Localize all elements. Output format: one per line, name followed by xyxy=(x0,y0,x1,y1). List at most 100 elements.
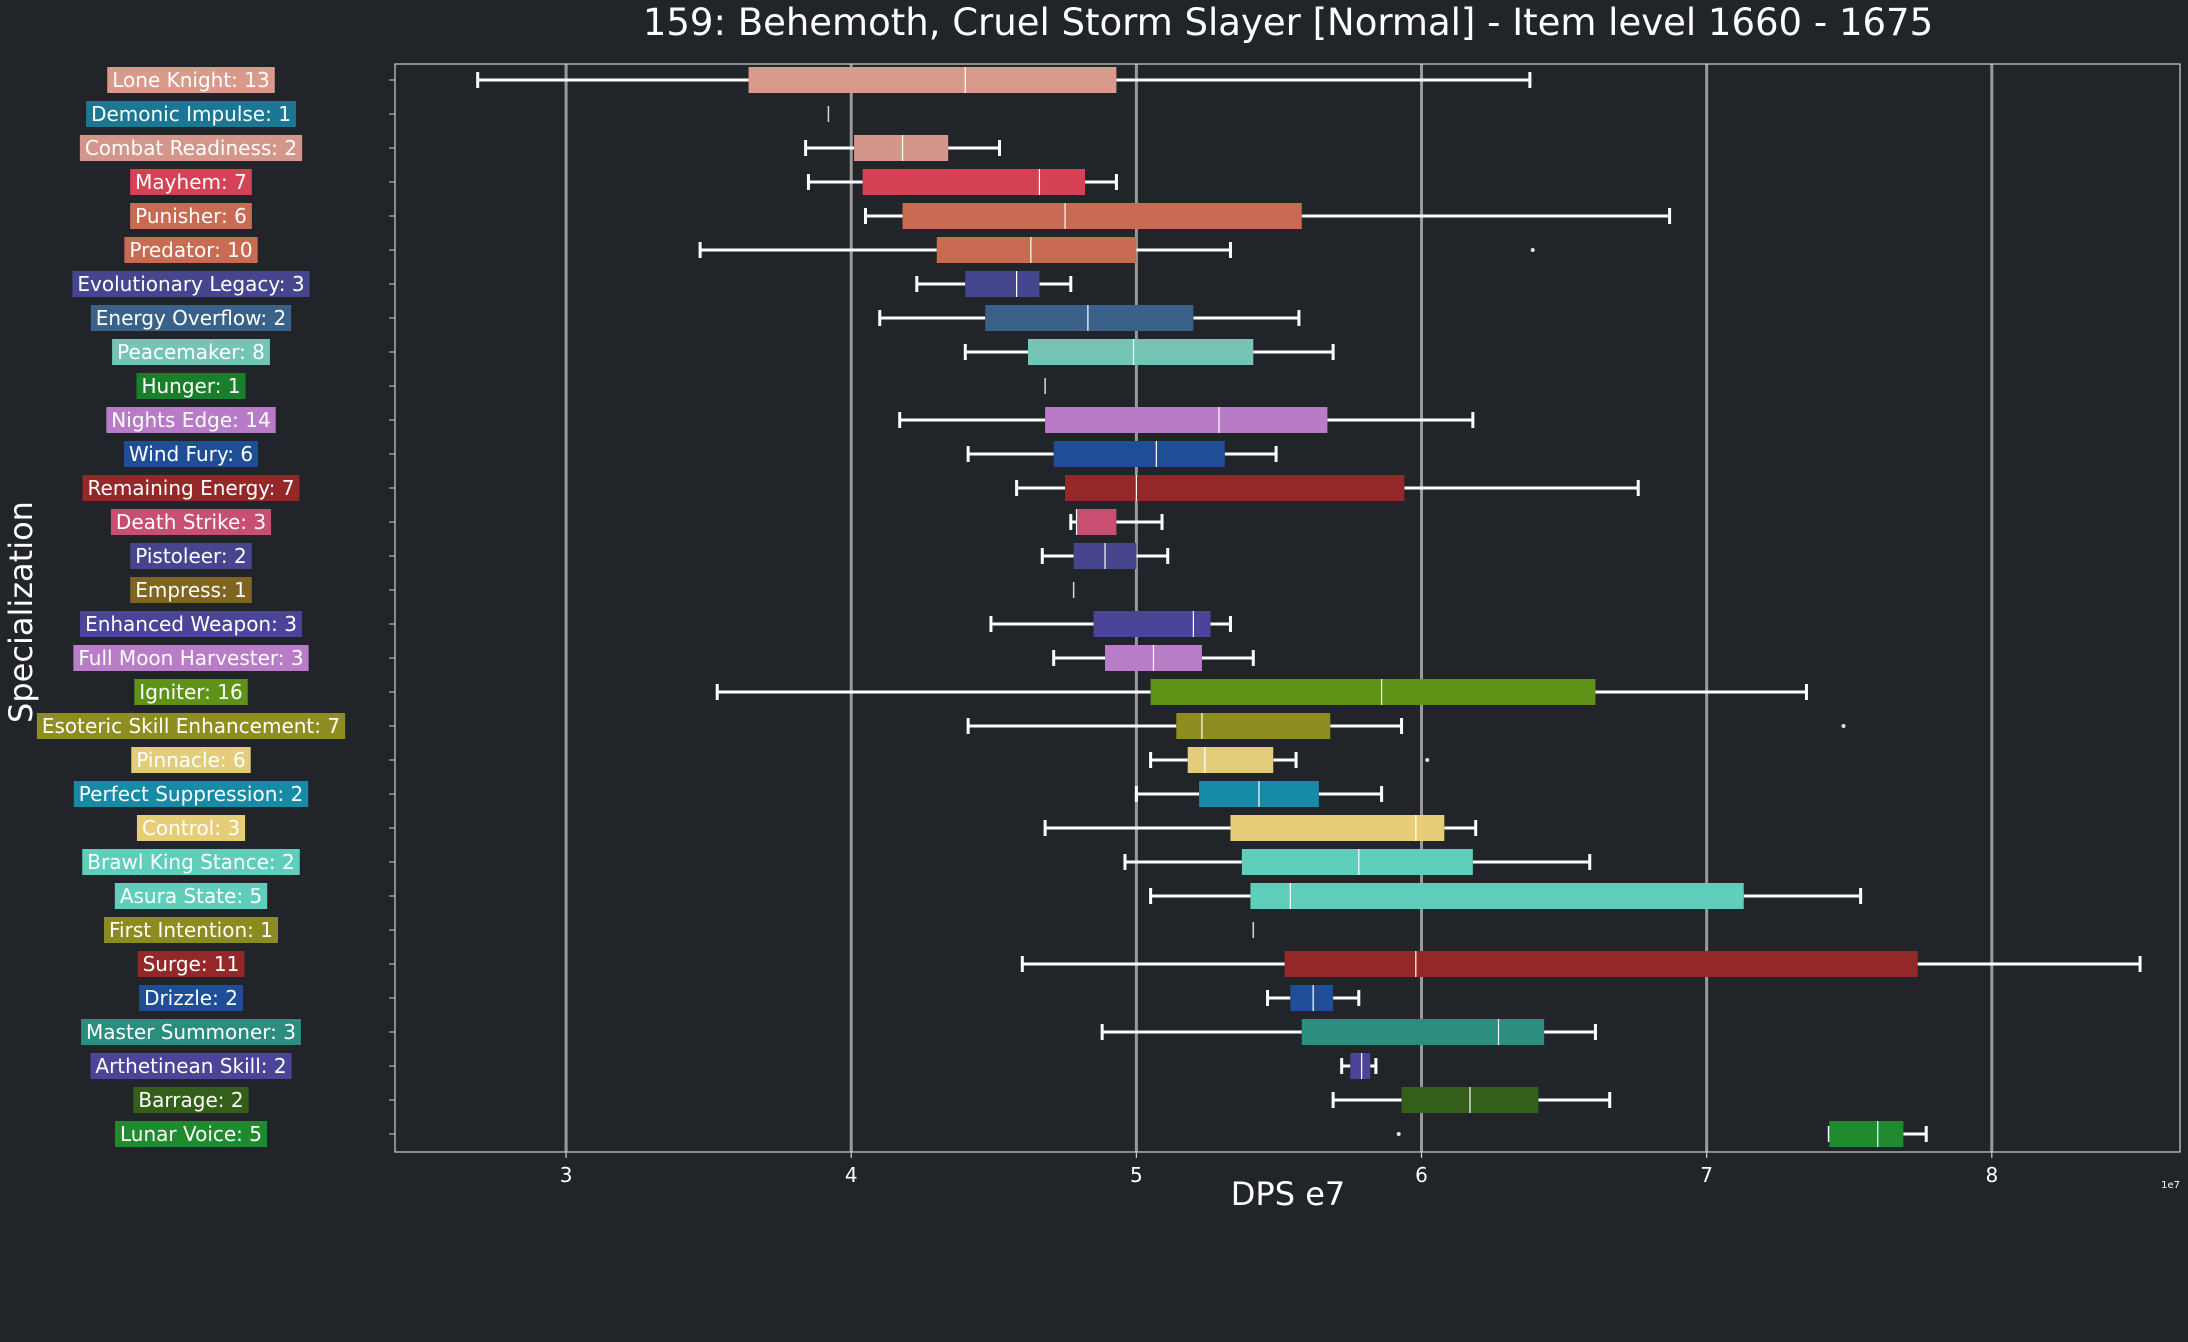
category-label-text: Full Moon Harvester: 3 xyxy=(78,646,303,670)
category-label-bg xyxy=(106,407,276,433)
x-tick-label-7: 7 xyxy=(1700,1163,1713,1187)
category-label-text: Wind Fury: 6 xyxy=(129,442,253,466)
category-label-31: Barrage: 2 xyxy=(133,1087,249,1113)
category-label-bg xyxy=(73,781,309,807)
iqr-box xyxy=(1829,1121,1904,1147)
y-axis-label: Specialization xyxy=(2,501,40,723)
outlier-point xyxy=(1841,724,1846,728)
category-label-text: Igniter: 16 xyxy=(139,680,242,704)
box-9 xyxy=(389,339,1335,365)
category-label-bg xyxy=(133,1087,249,1113)
category-label-text: First Intention: 1 xyxy=(109,918,273,942)
box-23 xyxy=(389,815,1478,841)
category-label-bg xyxy=(134,679,248,705)
category-label-10: Hunger: 1 xyxy=(136,373,246,399)
box-29 xyxy=(389,1019,1597,1045)
category-label-bg xyxy=(136,815,246,841)
x-tick-label-5: 5 xyxy=(1130,1163,1143,1187)
category-label-text: Control: 3 xyxy=(142,816,240,840)
category-label-bg xyxy=(130,543,252,569)
chart-title: 159: Behemoth, Cruel Storm Slayer [Norma… xyxy=(643,1,1933,44)
iqr-box xyxy=(1230,815,1445,841)
x-tick-label-4: 4 xyxy=(845,1163,858,1187)
category-label-bg xyxy=(136,373,246,399)
box-2 xyxy=(389,106,830,122)
iqr-box xyxy=(1241,849,1473,875)
iqr-box xyxy=(1301,1019,1545,1045)
x-axis-label: DPS e7 xyxy=(1231,1175,1345,1213)
category-label-21: Pinnacle: 6 xyxy=(131,747,251,773)
box-series xyxy=(389,67,2142,1147)
box-12 xyxy=(389,441,1278,467)
category-label-28: Drizzle: 2 xyxy=(139,985,243,1011)
category-label-text: Drizzle: 2 xyxy=(144,986,238,1010)
category-label-text: Lunar Voice: 5 xyxy=(120,1122,262,1146)
category-label-15: Pistoleer: 2 xyxy=(130,543,252,569)
category-label-1: Lone Knight: 13 xyxy=(107,67,275,93)
box-26 xyxy=(389,922,1255,938)
category-label-7: Evolutionary Legacy: 3 xyxy=(72,271,310,297)
category-label-bg xyxy=(131,747,251,773)
category-label-bg xyxy=(81,1019,301,1045)
iqr-box xyxy=(1284,951,1918,977)
category-label-text: Pistoleer: 2 xyxy=(135,544,247,568)
category-label-bg xyxy=(124,237,258,263)
category-label-25: Asura State: 5 xyxy=(114,883,268,909)
category-label-26: First Intention: 1 xyxy=(104,917,278,943)
category-label-16: Empress: 1 xyxy=(130,577,252,603)
category-label-17: Enhanced Weapon: 3 xyxy=(80,611,302,637)
box-18 xyxy=(389,645,1255,671)
category-label-text: Asura State: 5 xyxy=(120,884,262,908)
category-label-bg xyxy=(82,849,300,875)
box-16 xyxy=(389,582,1075,598)
category-label-bg xyxy=(123,441,259,467)
iqr-box xyxy=(854,135,949,161)
box-19 xyxy=(389,679,1808,705)
category-label-11: Nights Edge: 14 xyxy=(106,407,276,433)
category-label-text: Predator: 10 xyxy=(129,238,252,262)
category-label-text: Combat Readiness: 2 xyxy=(85,136,297,160)
category-label-bg xyxy=(36,713,346,739)
box-4 xyxy=(389,169,1118,195)
outlier-point xyxy=(1396,1132,1401,1136)
iqr-box xyxy=(1076,509,1117,535)
box-15 xyxy=(389,543,1170,569)
category-label-bg xyxy=(86,101,296,127)
outlier-point xyxy=(1530,248,1535,252)
iqr-box xyxy=(1045,407,1328,433)
iqr-box xyxy=(902,203,1302,229)
box-14 xyxy=(389,509,1164,535)
box-20 xyxy=(389,713,1846,739)
category-label-20: Esoteric Skill Enhancement: 7 xyxy=(36,713,346,739)
category-label-text: Lone Knight: 13 xyxy=(112,68,269,92)
iqr-box xyxy=(1176,713,1331,739)
category-label-2: Demonic Impulse: 1 xyxy=(86,101,296,127)
category-label-27: Surge: 11 xyxy=(137,951,245,977)
category-label-bg xyxy=(90,305,292,331)
category-label-bg xyxy=(110,509,272,535)
category-label-30: Arthetinean Skill: 2 xyxy=(90,1053,292,1079)
category-label-text: Remaining Energy: 7 xyxy=(88,476,295,500)
iqr-box xyxy=(985,305,1194,331)
category-label-bg xyxy=(130,169,252,195)
box-22 xyxy=(389,781,1384,807)
category-label-text: Death Strike: 3 xyxy=(116,510,266,534)
category-label-text: Barrage: 2 xyxy=(138,1088,243,1112)
iqr-box xyxy=(1290,985,1334,1011)
iqr-box xyxy=(1028,339,1254,365)
category-label-text: Punisher: 6 xyxy=(135,204,247,228)
category-label-text: Brawl King Stance: 2 xyxy=(87,850,294,874)
category-label-text: Hunger: 1 xyxy=(141,374,240,398)
box-21 xyxy=(389,747,1430,773)
category-label-12: Wind Fury: 6 xyxy=(123,441,259,467)
x-axis-exponent-label: 1e7 xyxy=(2161,1180,2180,1191)
category-label-text: Enhanced Weapon: 3 xyxy=(85,612,297,636)
category-label-9: Peacemaker: 8 xyxy=(112,339,270,365)
category-label-bg xyxy=(80,611,302,637)
category-label-13: Remaining Energy: 7 xyxy=(82,475,300,501)
box-3 xyxy=(389,135,1002,161)
box-13 xyxy=(389,475,1640,501)
box-1 xyxy=(389,67,1532,93)
category-label-bg xyxy=(130,203,252,229)
x-tick-label-8: 8 xyxy=(1985,1163,1998,1187)
